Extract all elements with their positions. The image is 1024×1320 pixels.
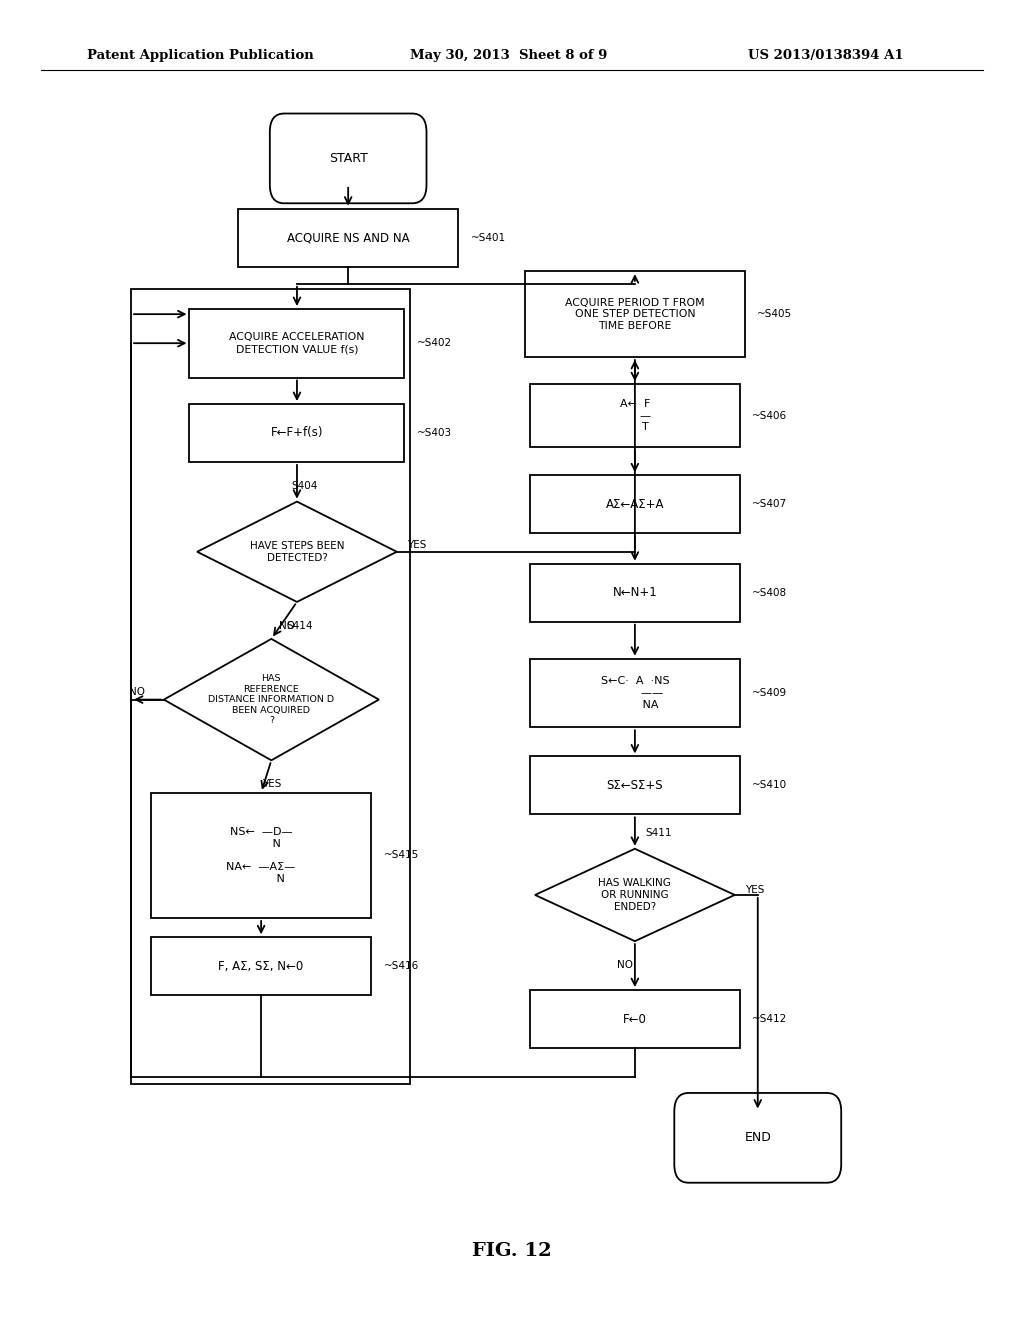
FancyBboxPatch shape: [152, 937, 372, 995]
Text: ACQUIRE NS AND NA: ACQUIRE NS AND NA: [287, 231, 410, 244]
FancyBboxPatch shape: [524, 272, 744, 356]
Text: NO: NO: [616, 960, 633, 970]
Text: NO: NO: [129, 686, 145, 697]
Text: ~S406: ~S406: [752, 411, 787, 421]
Text: S←C·  A  ·NS
          ——
         NA: S←C· A ·NS —— NA: [600, 676, 670, 710]
Text: HAS WALKING
OR RUNNING
ENDED?: HAS WALKING OR RUNNING ENDED?: [598, 878, 672, 912]
Text: ~S416: ~S416: [383, 961, 419, 972]
Text: ~S403: ~S403: [417, 428, 452, 438]
FancyBboxPatch shape: [674, 1093, 842, 1183]
FancyBboxPatch shape: [530, 564, 739, 622]
Text: F, AΣ, SΣ, N←0: F, AΣ, SΣ, N←0: [218, 960, 304, 973]
Text: May 30, 2013  Sheet 8 of 9: May 30, 2013 Sheet 8 of 9: [410, 49, 607, 62]
Text: S414: S414: [287, 620, 313, 631]
FancyBboxPatch shape: [530, 475, 739, 533]
Text: HAVE STEPS BEEN
DETECTED?: HAVE STEPS BEEN DETECTED?: [250, 541, 344, 562]
FancyBboxPatch shape: [239, 209, 459, 267]
FancyBboxPatch shape: [530, 384, 739, 447]
Text: ACQUIRE PERIOD T FROM
ONE STEP DETECTION
TIME BEFORE: ACQUIRE PERIOD T FROM ONE STEP DETECTION…: [565, 297, 705, 331]
Polygon shape: [535, 849, 735, 941]
Polygon shape: [164, 639, 379, 760]
Text: YES: YES: [407, 540, 426, 550]
Text: Patent Application Publication: Patent Application Publication: [87, 49, 313, 62]
Text: YES: YES: [262, 779, 281, 789]
Text: F←F+f(s): F←F+f(s): [270, 426, 324, 440]
Text: ~S401: ~S401: [471, 232, 506, 243]
Text: ~S415: ~S415: [383, 850, 419, 861]
Text: START: START: [329, 152, 368, 165]
Text: END: END: [744, 1131, 771, 1144]
Text: ~S409: ~S409: [752, 688, 787, 698]
Text: AΣ←AΣ+A: AΣ←AΣ+A: [605, 498, 665, 511]
Text: N←N+1: N←N+1: [612, 586, 657, 599]
FancyBboxPatch shape: [270, 114, 426, 203]
Text: ~S405: ~S405: [758, 309, 793, 319]
Text: US 2013/0138394 A1: US 2013/0138394 A1: [748, 49, 903, 62]
Text: A←  F
      —
      T: A← F — T: [618, 399, 651, 433]
FancyBboxPatch shape: [530, 659, 739, 727]
Text: ~S402: ~S402: [417, 338, 452, 348]
Text: ~S408: ~S408: [752, 587, 787, 598]
Text: HAS
REFERENCE
DISTANCE INFORMATION D
BEEN ACQUIRED
?: HAS REFERENCE DISTANCE INFORMATION D BEE…: [208, 675, 335, 725]
Text: ~S412: ~S412: [752, 1014, 787, 1024]
Text: S411: S411: [645, 828, 672, 838]
Text: S404: S404: [292, 480, 318, 491]
Text: NS←  —D—
         N

NA←  —AΣ—
           N: NS← —D— N NA← —AΣ— N: [226, 828, 296, 883]
Text: ACQUIRE ACCELERATION
DETECTION VALUE f(s): ACQUIRE ACCELERATION DETECTION VALUE f(s…: [229, 333, 365, 354]
FancyBboxPatch shape: [189, 309, 404, 378]
FancyBboxPatch shape: [530, 756, 739, 814]
Text: ~S410: ~S410: [752, 780, 787, 791]
Text: YES: YES: [745, 884, 764, 895]
FancyBboxPatch shape: [530, 990, 739, 1048]
Polygon shape: [197, 502, 396, 602]
Text: ~S407: ~S407: [752, 499, 787, 510]
Text: F←0: F←0: [623, 1012, 647, 1026]
FancyBboxPatch shape: [189, 404, 404, 462]
Text: SΣ←SΣ+S: SΣ←SΣ+S: [606, 779, 664, 792]
Text: FIG. 12: FIG. 12: [472, 1242, 552, 1261]
Text: NO: NO: [279, 620, 295, 631]
FancyBboxPatch shape: [152, 792, 372, 919]
